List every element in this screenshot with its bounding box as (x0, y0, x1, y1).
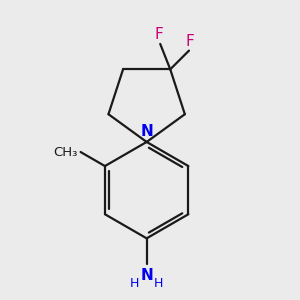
Text: CH₃: CH₃ (53, 146, 78, 158)
Text: F: F (186, 34, 195, 49)
Text: F: F (154, 27, 163, 42)
Text: H: H (154, 277, 164, 290)
Text: N: N (140, 124, 153, 139)
Text: N: N (140, 268, 153, 283)
Text: H: H (130, 277, 139, 290)
